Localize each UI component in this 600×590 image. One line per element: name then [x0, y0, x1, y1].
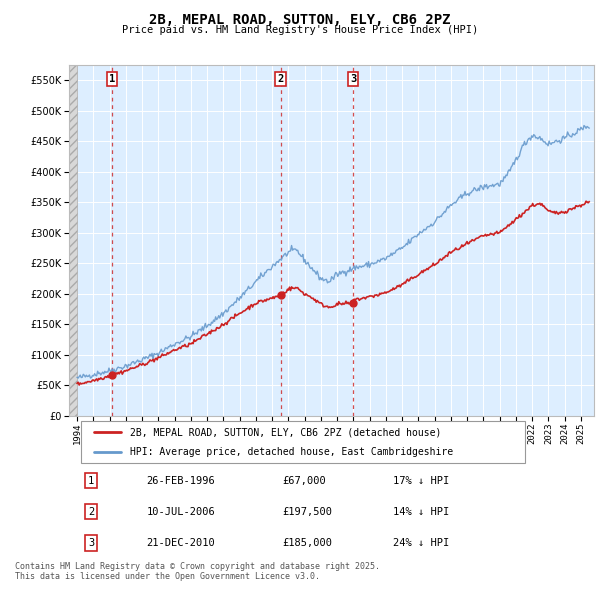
Text: 17% ↓ HPI: 17% ↓ HPI — [394, 476, 450, 486]
Text: £185,000: £185,000 — [283, 538, 332, 548]
Text: 21-DEC-2010: 21-DEC-2010 — [146, 538, 215, 548]
Text: 2: 2 — [278, 74, 284, 84]
Text: 3: 3 — [88, 538, 94, 548]
FancyBboxPatch shape — [81, 421, 525, 463]
Text: Contains HM Land Registry data © Crown copyright and database right 2025.
This d: Contains HM Land Registry data © Crown c… — [15, 562, 380, 581]
Text: 1: 1 — [109, 74, 115, 84]
Text: 3: 3 — [350, 74, 356, 84]
Text: £67,000: £67,000 — [283, 476, 326, 486]
Text: 2: 2 — [88, 507, 94, 517]
Text: 14% ↓ HPI: 14% ↓ HPI — [394, 507, 450, 517]
Text: 2B, MEPAL ROAD, SUTTON, ELY, CB6 2PZ: 2B, MEPAL ROAD, SUTTON, ELY, CB6 2PZ — [149, 13, 451, 27]
Text: 10-JUL-2006: 10-JUL-2006 — [146, 507, 215, 517]
Text: 2B, MEPAL ROAD, SUTTON, ELY, CB6 2PZ (detached house): 2B, MEPAL ROAD, SUTTON, ELY, CB6 2PZ (de… — [130, 427, 441, 437]
Text: 26-FEB-1996: 26-FEB-1996 — [146, 476, 215, 486]
Text: £197,500: £197,500 — [283, 507, 332, 517]
Text: Price paid vs. HM Land Registry's House Price Index (HPI): Price paid vs. HM Land Registry's House … — [122, 25, 478, 35]
Text: HPI: Average price, detached house, East Cambridgeshire: HPI: Average price, detached house, East… — [130, 447, 453, 457]
Text: 1: 1 — [88, 476, 94, 486]
Text: 24% ↓ HPI: 24% ↓ HPI — [394, 538, 450, 548]
Bar — [69, 65, 77, 416]
